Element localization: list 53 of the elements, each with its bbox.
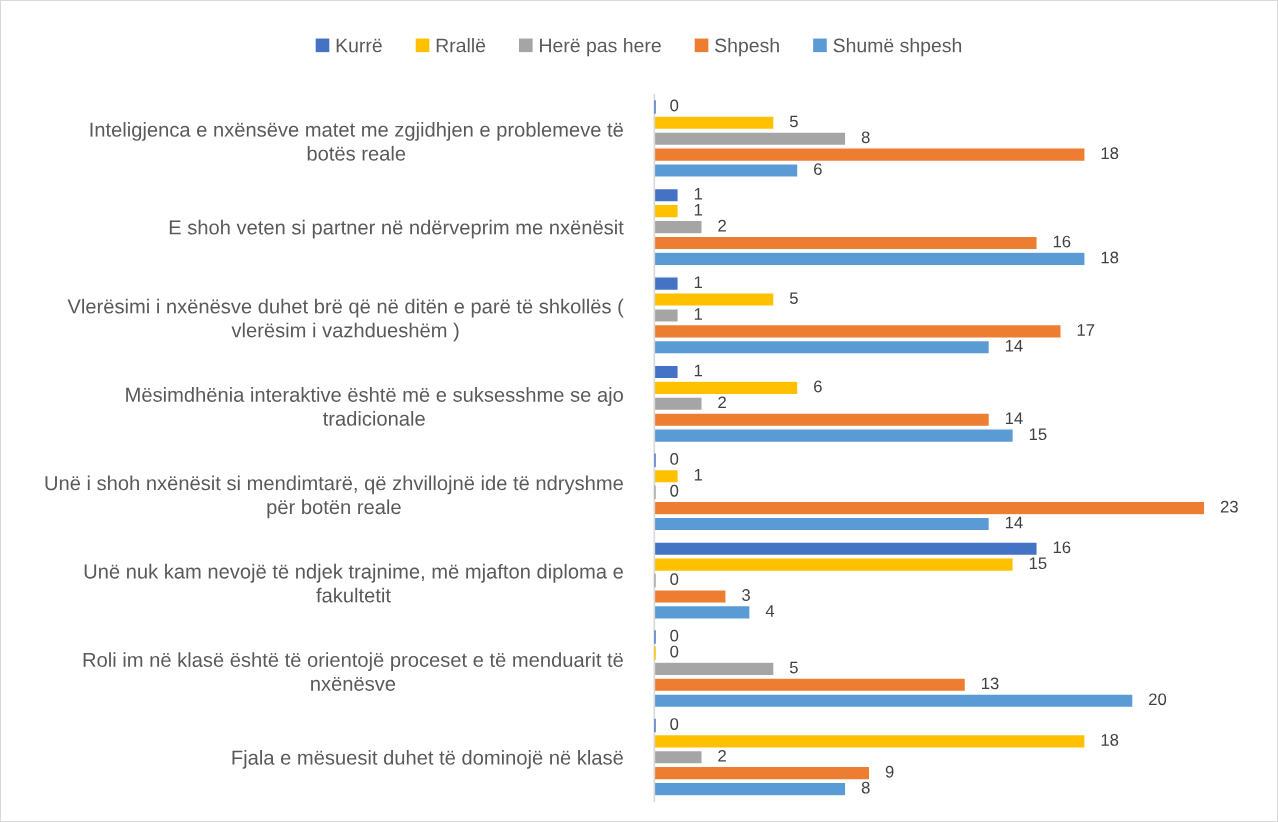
legend-label: Kurrë xyxy=(336,38,382,53)
data-label: 14 xyxy=(1005,340,1023,352)
legend-label: Shpesh xyxy=(715,38,779,57)
y-tick-label: Mësimdhënia interaktive është më e suksesshme se ajo tradicionale xyxy=(126,387,623,426)
data-label: 1 xyxy=(694,276,702,288)
y-tick-label: E shoh veten si partner në ndërveprim me nxënësit xyxy=(169,219,624,239)
data-label: 18 xyxy=(1101,147,1119,160)
data-label: 20 xyxy=(1149,693,1167,706)
legend-label: Shumë shpesh xyxy=(833,38,962,57)
legend-label: Rrallë xyxy=(436,38,486,53)
y-tick-label: Fjala e mësuesit duhet të dominojë në klasë xyxy=(232,749,623,769)
data-label: 3 xyxy=(742,589,750,601)
y-tick-label: Unë i shoh nxënësit si mendimtarë, që zhvillojnë ide të ndryshme për botën reale xyxy=(45,475,623,519)
data-label: 8 xyxy=(861,781,870,794)
data-label: 0 xyxy=(670,718,679,730)
data-label: 1 xyxy=(694,469,702,481)
data-label: 4 xyxy=(765,605,775,617)
data-label: 1 xyxy=(694,308,702,320)
legend-label: Herë pas here xyxy=(540,38,661,57)
data-label: 0 xyxy=(670,645,679,658)
data-label: 6 xyxy=(814,163,822,175)
data-label: 15 xyxy=(1029,557,1047,570)
data-label: 5 xyxy=(789,115,798,128)
data-label: 8 xyxy=(861,131,870,144)
y-tick-label: Vlerësimi i nxënësve duhet brë që në ditën e parë të shkollës ( vlerësim i vazhdueshëm ) xyxy=(67,298,624,342)
data-label: 0 xyxy=(670,484,679,497)
data-label: 0 xyxy=(670,453,679,465)
data-label: 13 xyxy=(982,677,999,690)
data-label: 14 xyxy=(1005,412,1023,425)
data-label: 5 xyxy=(789,661,798,674)
data-label: 2 xyxy=(718,219,726,232)
data-label: 1 xyxy=(694,188,702,200)
data-label: 17 xyxy=(1077,324,1095,336)
data-label: 0 xyxy=(670,573,679,586)
data-label: 0 xyxy=(670,99,679,112)
data-label: 0 xyxy=(670,629,679,642)
data-label: 2 xyxy=(718,396,726,409)
data-label: 15 xyxy=(1029,428,1047,441)
data-label: 16 xyxy=(1053,235,1071,248)
data-label: 16 xyxy=(1053,541,1071,554)
data-label: 1 xyxy=(694,364,702,377)
y-tick-label: Inteligjenca e nxënsëve matet me zgjidhjen e problemeve të botës reale xyxy=(90,122,623,161)
y-tick-label: Unë nuk kam nevojë të ndjek trajnime, më mjafton diploma e fakultetit xyxy=(84,563,623,603)
data-label: 5 xyxy=(789,292,798,305)
data-label: 9 xyxy=(885,765,894,778)
data-label: 23 xyxy=(1220,500,1238,513)
data-label: 2 xyxy=(718,749,726,762)
data-label: 1 xyxy=(694,204,702,216)
data-label: 14 xyxy=(1005,516,1023,529)
data-label: 18 xyxy=(1101,734,1119,746)
data-label: 18 xyxy=(1101,251,1119,264)
data-label: 6 xyxy=(814,380,822,393)
y-tick-label: Roli im në klasë është të orientojë proceset e të menduarit të nxënësve xyxy=(83,652,623,691)
